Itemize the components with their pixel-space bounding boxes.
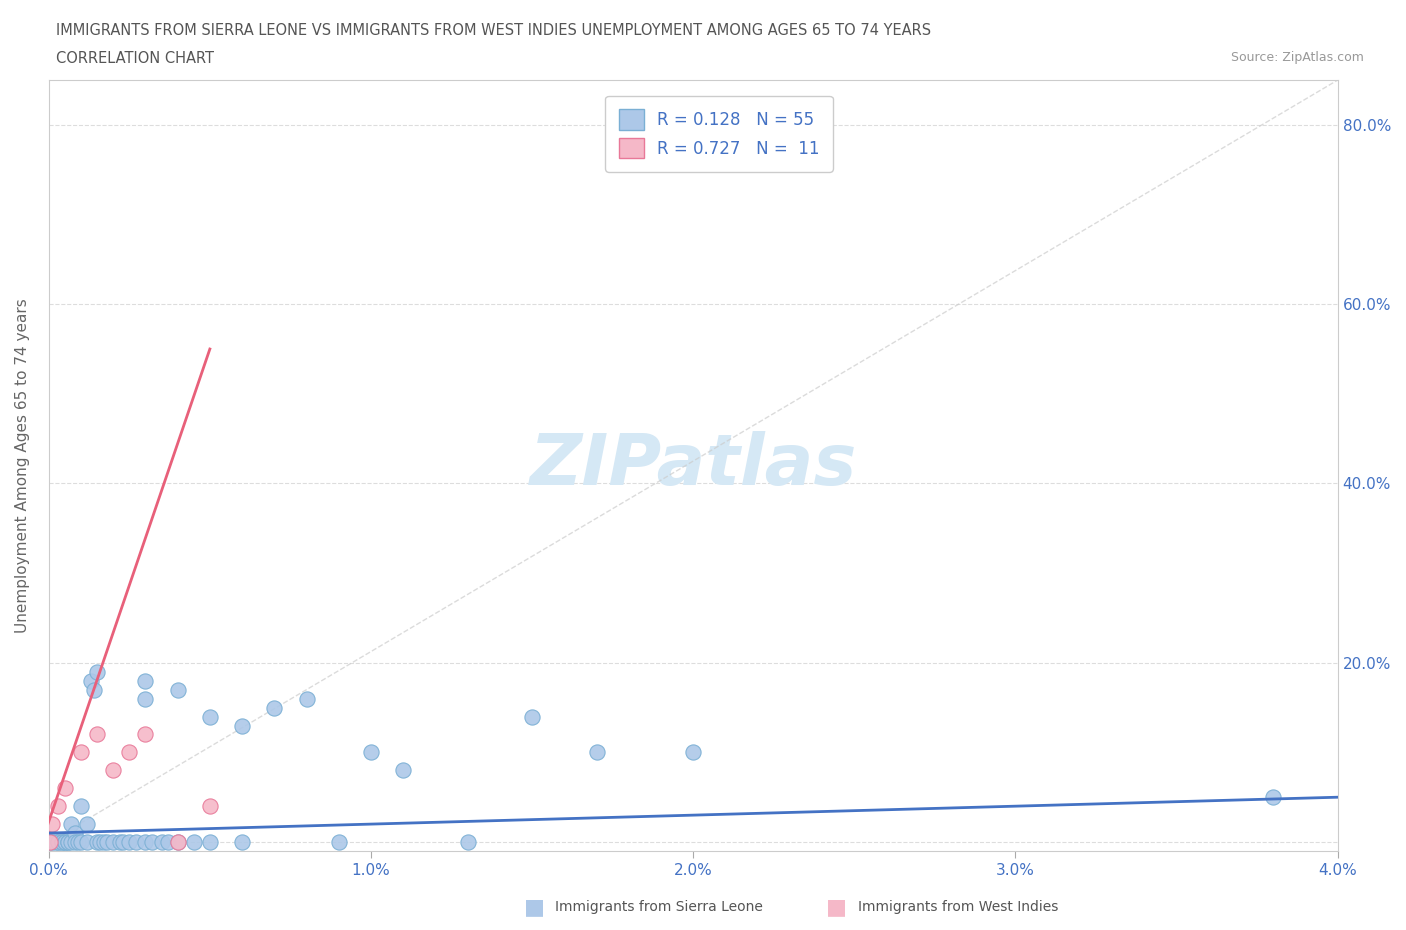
Legend: R = 0.128   N = 55, R = 0.727   N =  11: R = 0.128 N = 55, R = 0.727 N = 11 xyxy=(605,96,832,172)
Point xyxy=(231,834,253,849)
Point xyxy=(66,834,89,849)
Point xyxy=(134,691,156,706)
Point xyxy=(328,834,350,849)
Point xyxy=(103,834,125,849)
Point xyxy=(79,673,101,688)
Point xyxy=(56,834,79,849)
Point xyxy=(93,834,115,849)
Point xyxy=(53,781,76,796)
Point xyxy=(125,834,148,849)
Text: Source: ZipAtlas.com: Source: ZipAtlas.com xyxy=(1230,51,1364,64)
Point xyxy=(86,834,108,849)
Point xyxy=(83,683,105,698)
Text: Immigrants from West Indies: Immigrants from West Indies xyxy=(858,899,1059,914)
Point xyxy=(198,709,221,724)
Point xyxy=(392,763,415,777)
Point xyxy=(41,817,63,831)
Text: ■: ■ xyxy=(827,897,846,917)
Point xyxy=(150,834,173,849)
Point xyxy=(103,763,125,777)
Point xyxy=(108,834,131,849)
Point xyxy=(183,834,205,849)
Point xyxy=(134,834,156,849)
Point xyxy=(198,799,221,814)
Point xyxy=(86,664,108,679)
Point xyxy=(70,799,93,814)
Text: CORRELATION CHART: CORRELATION CHART xyxy=(56,51,214,66)
Point xyxy=(48,799,70,814)
Point xyxy=(51,834,73,849)
Point xyxy=(41,834,63,849)
Point xyxy=(111,834,134,849)
Point xyxy=(166,683,188,698)
Text: ■: ■ xyxy=(524,897,544,917)
Point xyxy=(156,834,179,849)
Point xyxy=(166,834,188,849)
Point xyxy=(39,834,62,849)
Point xyxy=(60,817,83,831)
Point xyxy=(166,834,188,849)
Point xyxy=(39,834,62,849)
Point xyxy=(134,673,156,688)
Point xyxy=(231,718,253,733)
Point xyxy=(70,745,93,760)
Point xyxy=(198,834,221,849)
Point xyxy=(86,727,108,742)
Point xyxy=(89,834,111,849)
Point xyxy=(44,834,66,849)
Text: IMMIGRANTS FROM SIERRA LEONE VS IMMIGRANTS FROM WEST INDIES UNEMPLOYMENT AMONG A: IMMIGRANTS FROM SIERRA LEONE VS IMMIGRAN… xyxy=(56,23,931,38)
Point xyxy=(118,834,141,849)
Point xyxy=(96,834,118,849)
Point xyxy=(48,834,70,849)
Point xyxy=(118,745,141,760)
Point xyxy=(63,834,86,849)
Point xyxy=(1263,790,1285,804)
Text: ZIPatlas: ZIPatlas xyxy=(530,431,856,500)
Point xyxy=(53,834,76,849)
Point xyxy=(53,834,76,849)
Point xyxy=(682,745,704,760)
Point xyxy=(76,817,98,831)
Point xyxy=(76,834,98,849)
Point xyxy=(134,727,156,742)
Point xyxy=(585,745,607,760)
Point xyxy=(60,834,83,849)
Text: Immigrants from Sierra Leone: Immigrants from Sierra Leone xyxy=(555,899,763,914)
Y-axis label: Unemployment Among Ages 65 to 74 years: Unemployment Among Ages 65 to 74 years xyxy=(15,299,30,633)
Point xyxy=(56,834,79,849)
Point xyxy=(520,709,543,724)
Point xyxy=(457,834,479,849)
Point xyxy=(70,834,93,849)
Point xyxy=(263,700,285,715)
Point xyxy=(63,826,86,841)
Point xyxy=(51,834,73,849)
Point xyxy=(48,834,70,849)
Point xyxy=(360,745,382,760)
Point xyxy=(141,834,163,849)
Point xyxy=(295,691,318,706)
